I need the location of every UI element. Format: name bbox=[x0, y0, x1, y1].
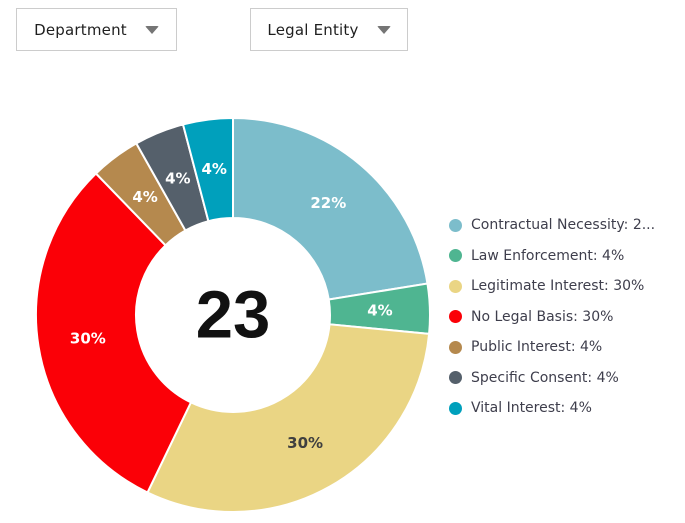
donut-slice-vital-interest[interactable] bbox=[181, 116, 234, 223]
legend-item-public-interest[interactable]: Public Interest: 4% bbox=[449, 332, 655, 363]
slice-label-specific-consent: 4% bbox=[165, 170, 190, 188]
department-dropdown-label: Department bbox=[34, 20, 127, 39]
legend-item-law-enforcement[interactable]: Law Enforcement: 4% bbox=[449, 241, 655, 272]
legal-entity-dropdown[interactable]: Legal Entity bbox=[250, 8, 408, 51]
slice-label-legitimate-interest: 30% bbox=[287, 434, 323, 452]
legend-marker-icon bbox=[449, 401, 462, 415]
slice-label-contractual-necessity: 22% bbox=[310, 194, 346, 212]
legend-item-label: Specific Consent: 4% bbox=[471, 369, 619, 386]
slice-label-no-legal-basis: 30% bbox=[70, 329, 106, 347]
donut-slice-no-legal-basis[interactable] bbox=[35, 172, 193, 494]
legend-marker-icon bbox=[449, 249, 462, 263]
legend-item-label: Vital Interest: 4% bbox=[471, 400, 592, 417]
legend-marker-icon bbox=[449, 310, 462, 324]
legend-item-legitimate-interest[interactable]: Legitimate Interest: 30% bbox=[449, 271, 655, 302]
legal-entity-dropdown-label: Legal Entity bbox=[267, 20, 359, 39]
donut-center-total: 23 bbox=[196, 278, 271, 353]
donut-slice-legitimate-interest[interactable] bbox=[146, 323, 431, 513]
legend-marker-icon bbox=[449, 371, 462, 385]
legend-marker-icon bbox=[449, 218, 462, 232]
slice-label-public-interest: 4% bbox=[132, 188, 157, 206]
chart-legend: Contractual Necessity: 2... Law Enforceme… bbox=[449, 210, 655, 424]
legend-marker-icon bbox=[449, 340, 462, 354]
chevron-down-icon bbox=[144, 25, 159, 34]
legend-item-contractual-necessity[interactable]: Contractual Necessity: 2... bbox=[449, 210, 655, 241]
legend-item-label: Law Enforcement: 4% bbox=[471, 247, 625, 264]
legend-item-vital-interest[interactable]: Vital Interest: 4% bbox=[449, 393, 655, 424]
donut-slice-contractual-necessity[interactable] bbox=[232, 116, 429, 301]
slice-label-vital-interest: 4% bbox=[201, 160, 226, 178]
legend-item-specific-consent[interactable]: Specific Consent: 4% bbox=[449, 363, 655, 394]
legend-marker-icon bbox=[449, 279, 462, 293]
slice-label-law-enforcement: 4% bbox=[367, 301, 392, 319]
legend-item-label: No Legal Basis: 30% bbox=[471, 308, 614, 325]
department-dropdown[interactable]: Department bbox=[16, 8, 177, 51]
chevron-down-icon bbox=[376, 25, 391, 34]
legend-item-label: Contractual Necessity: 2... bbox=[471, 217, 656, 234]
legend-item-label: Public Interest: 4% bbox=[471, 339, 603, 356]
legend-item-no-legal-basis[interactable]: No Legal Basis: 30% bbox=[449, 302, 655, 333]
legend-item-label: Legitimate Interest: 30% bbox=[471, 278, 645, 295]
